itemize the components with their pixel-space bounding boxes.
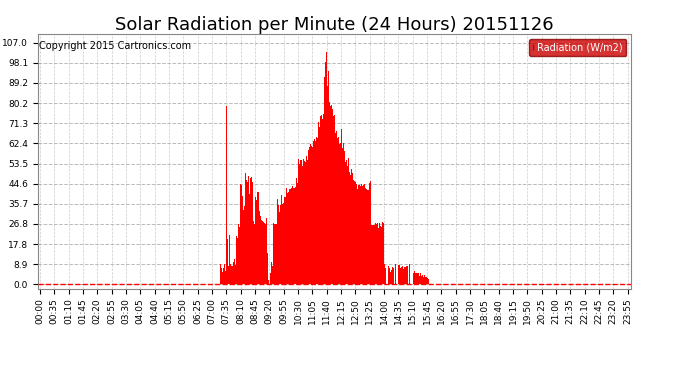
Legend: Radiation (W/m2): Radiation (W/m2)	[529, 39, 627, 56]
Text: Copyright 2015 Cartronics.com: Copyright 2015 Cartronics.com	[39, 41, 190, 51]
Title: Solar Radiation per Minute (24 Hours) 20151126: Solar Radiation per Minute (24 Hours) 20…	[115, 16, 554, 34]
